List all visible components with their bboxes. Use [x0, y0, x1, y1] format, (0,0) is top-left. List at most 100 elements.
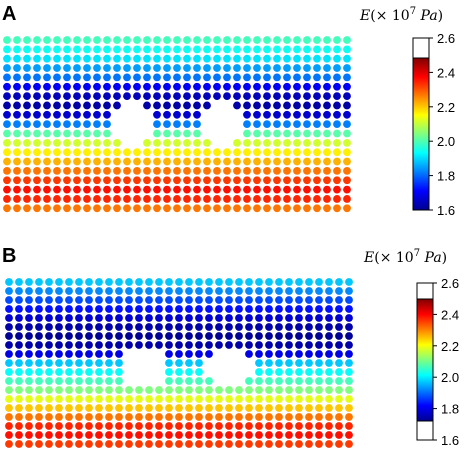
data-point-a — [63, 120, 71, 129]
data-point-b — [285, 350, 293, 358]
data-point-a — [313, 195, 321, 203]
data-point-b — [195, 404, 203, 412]
data-point-a — [253, 138, 261, 147]
data-point-b — [75, 314, 83, 322]
data-point-b — [325, 422, 333, 430]
data-point-a — [203, 167, 211, 175]
data-point-b — [45, 296, 53, 304]
data-point-b — [145, 314, 153, 322]
data-point-b — [295, 350, 303, 358]
data-point-b — [315, 413, 323, 421]
data-point-b — [125, 323, 133, 331]
data-point-a — [23, 167, 31, 175]
data-point-a — [143, 92, 151, 100]
data-point-a — [243, 138, 251, 147]
data-point-a — [53, 82, 61, 91]
data-point-a — [233, 176, 241, 185]
data-point-b — [255, 296, 263, 304]
data-point-b — [145, 440, 153, 448]
data-point-b — [45, 323, 53, 331]
data-point-b — [15, 305, 23, 313]
data-point-b — [305, 314, 313, 322]
data-point-a — [93, 101, 101, 110]
data-point-b — [275, 431, 283, 439]
data-point-a — [293, 45, 301, 54]
data-point-a — [273, 36, 281, 44]
data-point-b — [175, 287, 183, 295]
data-point-b — [85, 431, 93, 439]
data-point-b — [265, 278, 273, 286]
data-point-b — [35, 440, 43, 448]
data-point-a — [203, 176, 211, 185]
data-point-a — [13, 185, 21, 194]
data-point-b — [125, 422, 133, 430]
data-point-a — [43, 185, 51, 194]
colorbar-gradient-a — [412, 57, 430, 211]
colorbar-title-a: E(× 107 Pa) — [359, 6, 443, 24]
data-point-b — [345, 386, 353, 394]
data-point-b — [165, 341, 173, 349]
data-point-a — [163, 54, 171, 63]
data-point-a — [63, 101, 71, 110]
data-point-a — [23, 101, 31, 110]
data-point-b — [75, 431, 83, 439]
data-point-b — [75, 377, 83, 385]
data-point-a — [103, 92, 111, 100]
data-point-a — [53, 138, 61, 147]
data-point-b — [135, 395, 143, 403]
data-point-a — [323, 185, 331, 194]
data-point-a — [133, 195, 141, 203]
data-point-a — [253, 64, 261, 72]
data-point-b — [305, 305, 313, 313]
data-point-b — [95, 413, 103, 421]
data-point-b — [235, 395, 243, 403]
data-point-a — [173, 54, 181, 63]
data-point-a — [13, 204, 21, 213]
data-point-a — [243, 101, 251, 110]
data-point-a — [203, 148, 211, 157]
data-point-b — [105, 332, 113, 340]
data-point-b — [315, 305, 323, 313]
data-point-b — [345, 350, 353, 358]
data-point-b — [75, 323, 83, 331]
data-point-a — [293, 138, 301, 147]
data-point-a — [23, 185, 31, 194]
panel-a: A E(× 107 Pa) 2.6 2.4 2.2 2.0 1.8 1.6 — [2, 3, 455, 218]
data-point-b — [135, 314, 143, 322]
data-point-a — [23, 45, 31, 54]
data-point-a — [243, 157, 251, 166]
data-point-b — [75, 395, 83, 403]
data-point-a — [33, 45, 41, 54]
data-point-b — [105, 395, 113, 403]
data-point-a — [243, 54, 251, 63]
data-point-a — [43, 54, 51, 63]
data-point-a — [283, 167, 291, 175]
data-point-a — [163, 101, 171, 110]
data-point-a — [263, 129, 271, 138]
data-point-a — [3, 129, 11, 138]
data-point-a — [223, 92, 231, 100]
data-point-b — [315, 359, 323, 367]
data-point-a — [243, 82, 251, 91]
data-point-a — [313, 73, 321, 82]
data-point-a — [113, 36, 121, 44]
data-point-a — [273, 185, 281, 194]
data-point-a — [243, 110, 251, 119]
data-point-a — [163, 148, 171, 157]
data-point-b — [335, 332, 343, 340]
data-point-b — [105, 368, 113, 376]
data-point-b — [115, 404, 123, 412]
data-point-b — [205, 323, 213, 331]
colorbar-a: E(× 107 Pa) 2.6 2.4 2.2 2.0 1.8 1.6 — [359, 6, 455, 218]
data-point-a — [123, 167, 131, 175]
data-point-a — [23, 92, 31, 100]
data-point-b — [125, 287, 133, 295]
scatter-points-a — [3, 36, 351, 213]
data-point-b — [195, 440, 203, 448]
data-point-a — [333, 157, 341, 166]
data-point-b — [95, 431, 103, 439]
data-point-b — [275, 404, 283, 412]
data-point-b — [25, 395, 33, 403]
data-point-b — [265, 341, 273, 349]
colorbar-tick-label-a: 2.2 — [437, 100, 455, 115]
